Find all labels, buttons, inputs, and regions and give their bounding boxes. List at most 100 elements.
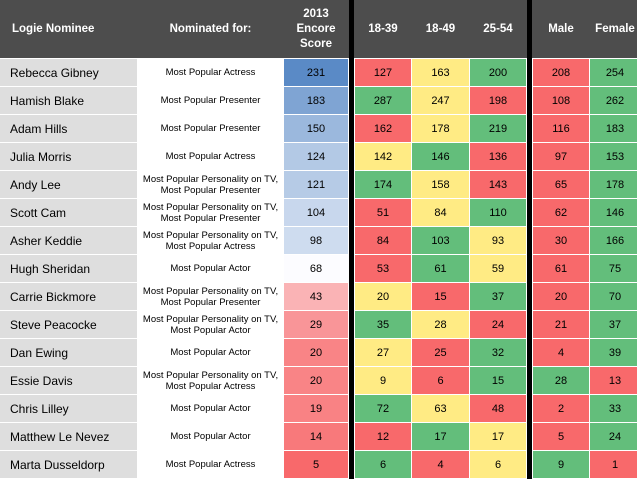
nominated-for-cell: Most Popular Actor	[138, 339, 283, 366]
age-18-39-cell: 162	[355, 115, 411, 142]
age-18-49-cell: 163	[412, 59, 469, 86]
nominated-for-cell: Most Popular Personality on TV, Most Pop…	[138, 367, 283, 394]
male-cell: 116	[533, 115, 589, 142]
nominee-name: Hugh Sheridan	[0, 255, 137, 282]
female-cell: 153	[590, 143, 637, 170]
age-18-49-cell: 146	[412, 143, 469, 170]
header-divider	[348, 0, 349, 58]
age-18-39-cell: 9	[355, 367, 411, 394]
male-cell: 9	[533, 451, 589, 478]
age-18-49-cell: 103	[412, 227, 469, 254]
age-25-54-cell: 24	[470, 311, 526, 338]
nominated-for-cell: Most Popular Actress	[138, 451, 283, 478]
age-25-54-cell: 32	[470, 339, 526, 366]
nominee-name: Scott Cam	[0, 199, 137, 226]
age-25-54-cell: 6	[470, 451, 526, 478]
age-18-49-cell: 63	[412, 395, 469, 422]
age-25-54-cell: 37	[470, 283, 526, 310]
nominated-for-cell: Most Popular Presenter	[138, 87, 283, 114]
header-divider	[526, 0, 527, 58]
age-18-49-cell: 84	[412, 199, 469, 226]
age-25-54-cell: 200	[470, 59, 526, 86]
male-cell: 20	[533, 283, 589, 310]
age-18-39-cell: 20	[355, 283, 411, 310]
header-divider	[532, 0, 533, 58]
male-cell: 208	[533, 59, 589, 86]
encore-score-cell: 14	[284, 423, 348, 450]
age-25-54-cell: 93	[470, 227, 526, 254]
age-25-54-cell: 15	[470, 367, 526, 394]
nominee-name: Essie Davis	[0, 367, 137, 394]
encore-score-cell: 124	[284, 143, 348, 170]
nominated-for-cell: Most Popular Presenter	[138, 115, 283, 142]
header-divider	[137, 0, 138, 58]
female-cell: 70	[590, 283, 637, 310]
encore-score-cell: 19	[284, 395, 348, 422]
header-divider	[354, 0, 355, 58]
nominated-for-cell: Most Popular Actress	[138, 143, 283, 170]
age-18-49-cell: 6	[412, 367, 469, 394]
age-18-39-cell: 127	[355, 59, 411, 86]
encore-score-cell: 20	[284, 367, 348, 394]
header-divider	[283, 0, 284, 58]
age-18-49-cell: 28	[412, 311, 469, 338]
age-18-49-cell: 25	[412, 339, 469, 366]
encore-score-cell: 183	[284, 87, 348, 114]
header-male: Male	[533, 0, 589, 58]
female-cell: 262	[590, 87, 637, 114]
male-cell: 2	[533, 395, 589, 422]
nominee-name: Hamish Blake	[0, 87, 137, 114]
nominee-name: Marta Dusseldorp	[0, 451, 137, 478]
age-18-39-cell: 174	[355, 171, 411, 198]
age-25-54-cell: 219	[470, 115, 526, 142]
age-18-39-cell: 6	[355, 451, 411, 478]
age-18-49-cell: 4	[412, 451, 469, 478]
female-cell: 24	[590, 423, 637, 450]
encore-score-cell: 150	[284, 115, 348, 142]
nominated-for-cell: Most Popular Personality on TV, Most Pop…	[138, 199, 283, 226]
nominee-name: Dan Ewing	[0, 339, 137, 366]
encore-score-cell: 121	[284, 171, 348, 198]
age-18-39-cell: 72	[355, 395, 411, 422]
male-cell: 108	[533, 87, 589, 114]
female-cell: 254	[590, 59, 637, 86]
header-divider	[469, 0, 470, 58]
nominated-for-cell: Most Popular Actor	[138, 395, 283, 422]
female-cell: 37	[590, 311, 637, 338]
header-female: Female	[590, 0, 637, 58]
nominated-for-cell: Most Popular Personality on TV, Most Pop…	[138, 171, 283, 198]
age-18-49-cell: 178	[412, 115, 469, 142]
header-divider	[589, 0, 590, 58]
male-cell: 28	[533, 367, 589, 394]
female-cell: 75	[590, 255, 637, 282]
nominee-name: Steve Peacocke	[0, 311, 137, 338]
age-18-49-cell: 158	[412, 171, 469, 198]
nominated-for-cell: Most Popular Actress	[138, 59, 283, 86]
encore-score-cell: 29	[284, 311, 348, 338]
encore-score-cell: 5	[284, 451, 348, 478]
age-18-39-cell: 51	[355, 199, 411, 226]
male-cell: 21	[533, 311, 589, 338]
nominee-name: Adam Hills	[0, 115, 137, 142]
age-25-54-cell: 110	[470, 199, 526, 226]
female-cell: 183	[590, 115, 637, 142]
header-18-49: 18-49	[412, 0, 469, 58]
female-cell: 13	[590, 367, 637, 394]
nominee-name: Carrie Bickmore	[0, 283, 137, 310]
nominee-name: Asher Keddie	[0, 227, 137, 254]
nominee-name: Rebecca Gibney	[0, 59, 137, 86]
age-25-54-cell: 198	[470, 87, 526, 114]
age-25-54-cell: 59	[470, 255, 526, 282]
male-cell: 65	[533, 171, 589, 198]
age-18-39-cell: 27	[355, 339, 411, 366]
group-separator	[349, 0, 354, 479]
encore-score-cell: 43	[284, 283, 348, 310]
age-18-39-cell: 35	[355, 311, 411, 338]
nominee-name: Andy Lee	[0, 171, 137, 198]
header-25-54: 25-54	[470, 0, 526, 58]
female-cell: 178	[590, 171, 637, 198]
nominee-name: Julia Morris	[0, 143, 137, 170]
female-cell: 1	[590, 451, 637, 478]
female-cell: 39	[590, 339, 637, 366]
